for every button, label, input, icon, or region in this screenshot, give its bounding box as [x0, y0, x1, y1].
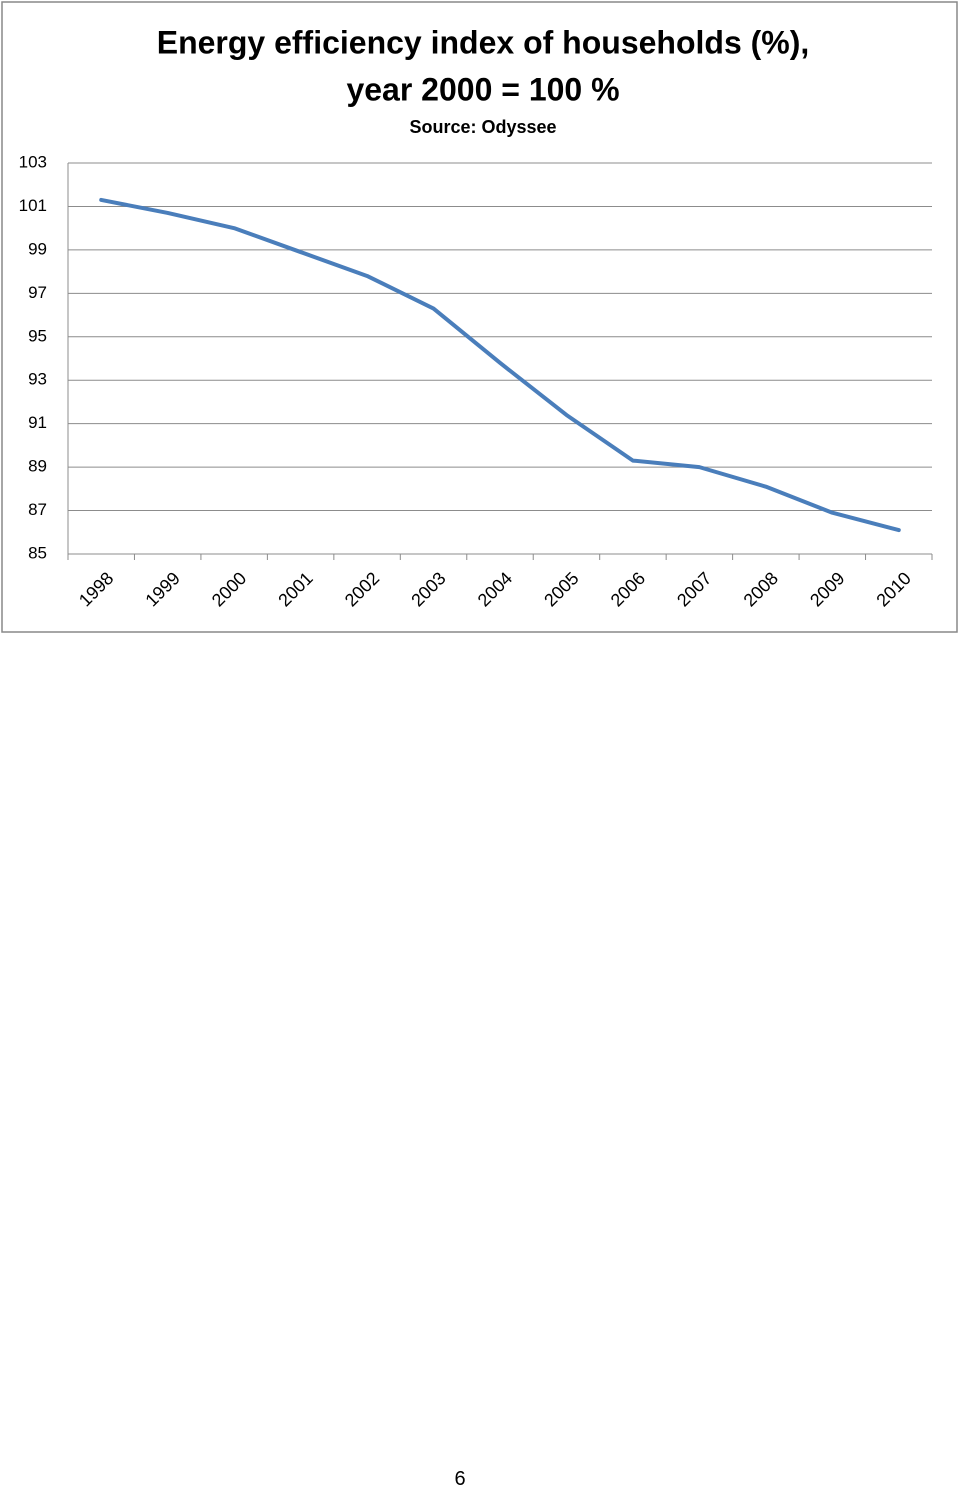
y-tick-label: 99	[28, 239, 47, 258]
y-tick-label: 101	[19, 196, 47, 215]
page-number: 6	[454, 1468, 466, 1490]
chart-subtitle: Source: Odyssee	[409, 117, 556, 137]
y-tick-label: 93	[28, 370, 47, 389]
chart: Energy efficiency index of households (%…	[1, 1, 958, 633]
y-tick-label: 95	[28, 326, 47, 345]
y-tick-label: 97	[28, 283, 47, 302]
y-tick-label: 103	[19, 152, 47, 171]
chart-border	[1, 1, 958, 633]
y-tick-label: 85	[28, 543, 47, 562]
chart-title: Energy efficiency index of households (%…	[157, 24, 810, 60]
y-tick-label: 87	[28, 500, 47, 519]
data-line	[99, 197, 901, 533]
y-tick-label: 91	[28, 413, 47, 432]
chart-title: year 2000 = 100 %	[346, 71, 619, 107]
y-tick-label: 89	[28, 457, 47, 476]
